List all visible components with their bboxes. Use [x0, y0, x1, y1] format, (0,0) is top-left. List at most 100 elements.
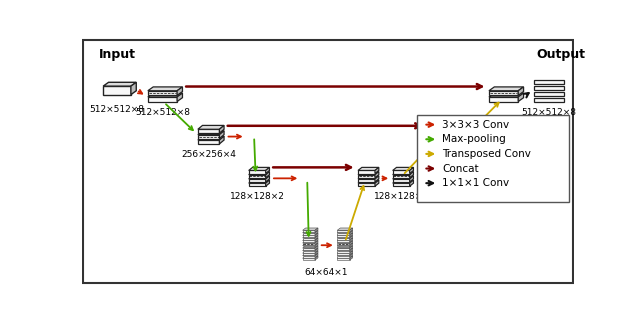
Polygon shape — [337, 248, 349, 250]
Polygon shape — [349, 230, 353, 235]
Polygon shape — [534, 98, 564, 101]
Polygon shape — [518, 93, 524, 101]
Polygon shape — [249, 171, 266, 173]
Polygon shape — [410, 167, 413, 173]
Polygon shape — [303, 228, 318, 230]
Polygon shape — [131, 82, 136, 95]
Polygon shape — [266, 172, 269, 178]
Polygon shape — [337, 248, 353, 251]
Polygon shape — [337, 238, 349, 240]
Polygon shape — [303, 233, 315, 235]
Polygon shape — [303, 253, 318, 256]
Polygon shape — [315, 251, 318, 255]
Polygon shape — [393, 179, 410, 182]
Polygon shape — [393, 167, 413, 171]
Polygon shape — [337, 245, 349, 247]
Polygon shape — [315, 228, 318, 232]
Polygon shape — [428, 125, 454, 129]
Polygon shape — [148, 91, 177, 95]
Polygon shape — [349, 251, 353, 255]
Polygon shape — [198, 125, 224, 129]
Polygon shape — [337, 258, 349, 260]
Polygon shape — [303, 251, 318, 253]
Polygon shape — [337, 251, 353, 253]
Polygon shape — [393, 183, 410, 186]
Polygon shape — [349, 253, 353, 258]
Polygon shape — [477, 136, 482, 144]
Polygon shape — [428, 135, 449, 139]
Polygon shape — [410, 172, 413, 178]
Polygon shape — [315, 238, 318, 242]
Polygon shape — [456, 131, 482, 135]
Text: 128×128×2: 128×128×2 — [374, 192, 429, 201]
Polygon shape — [477, 131, 482, 139]
Polygon shape — [337, 230, 349, 232]
Polygon shape — [393, 180, 413, 183]
Polygon shape — [303, 246, 318, 248]
Polygon shape — [249, 167, 269, 171]
Polygon shape — [303, 233, 318, 236]
Polygon shape — [337, 241, 353, 243]
Polygon shape — [220, 136, 224, 144]
Polygon shape — [393, 176, 413, 179]
Polygon shape — [337, 253, 349, 255]
Polygon shape — [303, 238, 315, 240]
Polygon shape — [358, 172, 379, 175]
Polygon shape — [220, 131, 224, 139]
Polygon shape — [220, 125, 224, 133]
Polygon shape — [375, 172, 379, 178]
Polygon shape — [349, 238, 353, 242]
Polygon shape — [266, 176, 269, 182]
Polygon shape — [337, 236, 349, 237]
Text: Max-pooling: Max-pooling — [442, 134, 506, 144]
Polygon shape — [303, 236, 318, 238]
Polygon shape — [456, 140, 477, 144]
Polygon shape — [428, 140, 449, 144]
Polygon shape — [337, 251, 349, 252]
Polygon shape — [393, 175, 410, 178]
Polygon shape — [303, 251, 315, 252]
Polygon shape — [303, 243, 315, 245]
Text: 1×1×1 Conv: 1×1×1 Conv — [442, 178, 509, 188]
Polygon shape — [449, 131, 454, 139]
Polygon shape — [358, 176, 379, 179]
Polygon shape — [249, 175, 266, 178]
Polygon shape — [303, 253, 315, 255]
Polygon shape — [303, 241, 318, 243]
Polygon shape — [456, 129, 477, 133]
Polygon shape — [489, 91, 518, 95]
Polygon shape — [303, 243, 318, 245]
Polygon shape — [315, 246, 318, 250]
Text: 256×256×4: 256×256×4 — [181, 150, 236, 159]
Polygon shape — [337, 233, 349, 235]
Polygon shape — [315, 256, 318, 260]
Polygon shape — [375, 176, 379, 182]
Polygon shape — [449, 136, 454, 144]
Polygon shape — [393, 171, 410, 173]
Polygon shape — [337, 256, 349, 258]
Text: 128×128×2: 128×128×2 — [230, 192, 285, 201]
Text: 512×512×8: 512×512×8 — [90, 105, 145, 114]
Polygon shape — [148, 87, 182, 91]
Polygon shape — [303, 248, 315, 250]
Polygon shape — [349, 233, 353, 237]
Polygon shape — [358, 180, 379, 183]
Polygon shape — [393, 172, 413, 175]
Polygon shape — [337, 236, 353, 238]
Polygon shape — [303, 230, 318, 233]
Polygon shape — [249, 183, 266, 186]
Polygon shape — [337, 228, 353, 230]
Polygon shape — [358, 171, 375, 173]
Polygon shape — [198, 129, 220, 133]
Polygon shape — [315, 230, 318, 235]
Polygon shape — [449, 125, 454, 133]
Polygon shape — [477, 125, 482, 133]
Polygon shape — [266, 180, 269, 186]
Polygon shape — [177, 87, 182, 95]
Text: Transposed Conv: Transposed Conv — [442, 149, 531, 159]
Text: 3×3×3 Conv: 3×3×3 Conv — [442, 120, 509, 130]
Polygon shape — [303, 236, 315, 237]
Polygon shape — [177, 93, 182, 101]
Polygon shape — [337, 243, 353, 245]
Polygon shape — [358, 183, 375, 186]
